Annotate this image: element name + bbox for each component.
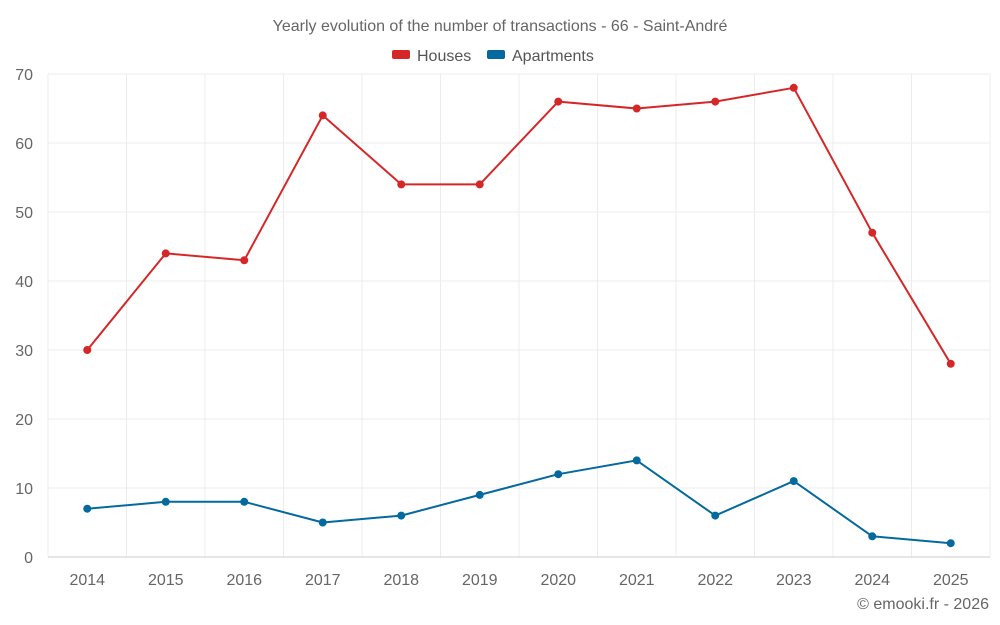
y-tick-label: 60	[15, 136, 33, 153]
x-tick-label: 2017	[305, 572, 341, 589]
data-point-houses[interactable]	[711, 97, 720, 106]
data-point-apartments[interactable]	[397, 511, 406, 520]
series-line-apartments	[87, 459, 951, 545]
data-point-apartments[interactable]	[868, 532, 877, 541]
chart-title: Yearly evolution of the number of transa…	[273, 18, 728, 35]
data-point-houses[interactable]	[318, 111, 327, 120]
legend-swatch-apartments	[487, 50, 505, 59]
series-apartments	[83, 456, 955, 548]
series	[83, 83, 955, 548]
data-point-houses[interactable]	[946, 359, 955, 368]
data-point-houses[interactable]	[397, 180, 406, 189]
x-tick-label: 2025	[933, 572, 969, 589]
data-point-apartments[interactable]	[161, 497, 170, 506]
legend: Houses Apartments	[392, 48, 594, 65]
data-point-apartments[interactable]	[240, 497, 249, 506]
legend-label-houses: Houses	[417, 48, 471, 65]
y-tick-label: 20	[15, 412, 33, 429]
y-tick-label: 30	[15, 343, 33, 360]
x-tick-label: 2022	[697, 572, 733, 589]
data-point-apartments[interactable]	[554, 470, 563, 479]
data-point-houses[interactable]	[632, 104, 641, 113]
data-point-houses[interactable]	[868, 228, 877, 237]
y-axis-ticks: 0 10 20 30 40 50 60 70	[15, 67, 33, 567]
x-tick-label: 2018	[383, 572, 419, 589]
data-point-houses[interactable]	[554, 97, 563, 106]
data-point-houses[interactable]	[161, 249, 170, 258]
legend-item-apartments[interactable]: Apartments	[487, 48, 594, 65]
data-point-apartments[interactable]	[475, 490, 484, 499]
y-tick-label: 40	[15, 274, 33, 291]
data-point-houses[interactable]	[789, 83, 798, 92]
data-point-apartments[interactable]	[789, 477, 798, 486]
series-line-houses	[86, 86, 952, 365]
y-tick-label: 70	[15, 67, 33, 84]
data-point-apartments[interactable]	[318, 518, 327, 527]
y-tick-label: 10	[15, 481, 33, 498]
data-point-houses[interactable]	[475, 180, 484, 189]
legend-swatch-houses	[392, 50, 410, 59]
data-point-apartments[interactable]	[946, 539, 955, 548]
series-houses	[83, 83, 955, 368]
data-point-houses[interactable]	[240, 256, 249, 265]
x-tick-label: 2023	[776, 572, 812, 589]
x-tick-label: 2015	[148, 572, 184, 589]
data-point-apartments[interactable]	[83, 504, 92, 513]
x-tick-label: 2021	[619, 572, 655, 589]
data-point-houses[interactable]	[83, 346, 92, 354]
y-tick-label: 0	[24, 550, 33, 567]
x-tick-label: 2019	[462, 572, 498, 589]
x-tick-label: 2020	[540, 572, 576, 589]
x-tick-label: 2016	[226, 572, 262, 589]
data-point-apartments[interactable]	[711, 511, 720, 520]
y-tick-label: 50	[15, 205, 33, 222]
credit-text: © emooki.fr - 2026	[857, 596, 989, 613]
x-tick-label: 2014	[69, 572, 105, 589]
legend-label-apartments: Apartments	[512, 48, 594, 65]
data-point-apartments[interactable]	[632, 456, 641, 465]
legend-item-houses[interactable]: Houses	[392, 48, 471, 65]
x-axis-ticks: 2014 2015 2016 2017 2018 2019 2020 2021 2022 2023…	[69, 572, 968, 589]
x-tick-label: 2024	[854, 572, 890, 589]
gridlines	[47, 73, 991, 558]
